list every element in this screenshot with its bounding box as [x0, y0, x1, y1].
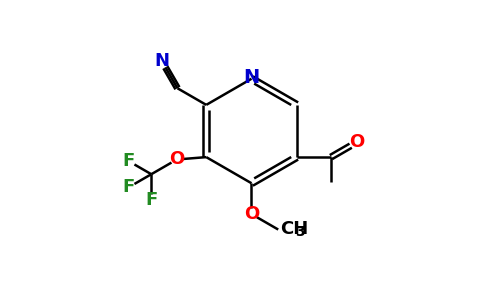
Text: 3: 3: [295, 225, 305, 239]
Text: N: N: [154, 52, 169, 70]
Text: N: N: [243, 68, 259, 87]
Text: F: F: [122, 178, 135, 196]
Text: F: F: [122, 152, 135, 170]
Text: O: O: [169, 151, 184, 169]
Text: O: O: [244, 205, 259, 223]
Text: O: O: [349, 134, 364, 152]
Text: F: F: [145, 191, 157, 209]
Text: CH: CH: [281, 220, 309, 238]
